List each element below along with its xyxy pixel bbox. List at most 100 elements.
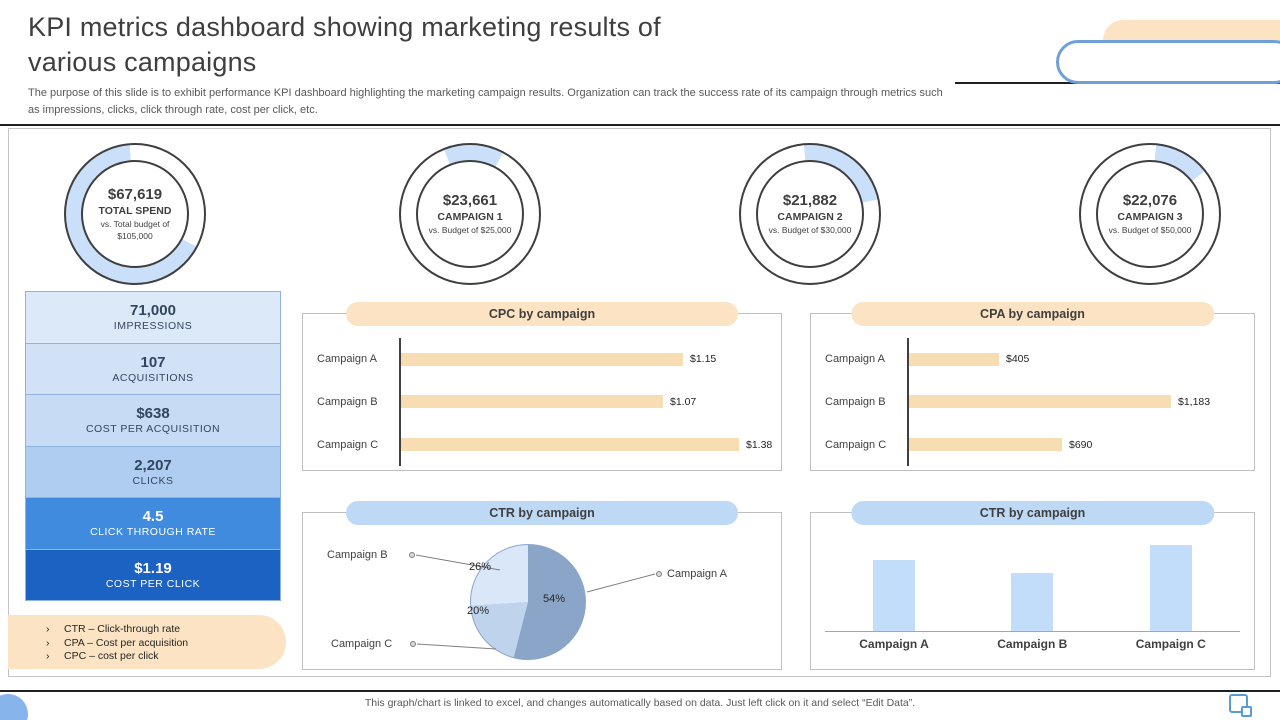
donut-center: $21,882 CAMPAIGN 2 vs. Budget of $30,000 xyxy=(756,160,864,268)
kpi-label: ACQUISITIONS xyxy=(112,371,194,384)
ctr-pie-chart-title: CTR by campaign xyxy=(346,501,738,525)
bar-value-label: $405 xyxy=(1006,353,1030,366)
cpa-plot: Campaign A Campaign B Campaign C $405 $1… xyxy=(819,338,1246,466)
bar-campaign-c xyxy=(1149,545,1192,631)
ctr-bar-plot xyxy=(825,543,1240,632)
kpi-impressions[interactable]: 71,000 IMPRESSIONS xyxy=(25,291,281,344)
category-label: Campaign B xyxy=(825,395,886,408)
kpi-stack: 71,000 IMPRESSIONS 107 ACQUISITIONS $638… xyxy=(25,291,281,601)
cpc-chart[interactable]: CPC by campaign Campaign A Campaign B Ca… xyxy=(302,302,782,471)
bar-campaign-b xyxy=(1011,573,1054,631)
bar-value-label: $1.38 xyxy=(746,438,773,451)
donut-center: $67,619 TOTAL SPEND vs. Total budget of … xyxy=(81,160,189,268)
donut-title: CAMPAIGN 2 xyxy=(777,210,843,223)
category-label: Campaign A xyxy=(859,637,929,651)
category-label: Campaign C xyxy=(317,438,379,451)
donut-center: $23,661 CAMPAIGN 1 vs. Budget of $25,000 xyxy=(416,160,524,268)
donut-value: $23,661 xyxy=(442,191,498,209)
bar-value-label: $1.15 xyxy=(690,353,717,366)
kpi-value: $638 xyxy=(136,405,170,423)
donut-value: $67,619 xyxy=(107,186,163,204)
ctr-bar-chart[interactable]: CTR by campaign Campaign A Campaign B Ca… xyxy=(810,501,1255,670)
category-label: Campaign B xyxy=(997,637,1068,651)
kpi-value: 107 xyxy=(140,353,166,371)
donut-campaign-2[interactable]: $21,882 CAMPAIGN 2 vs. Budget of $30,000 xyxy=(739,143,881,285)
bar-campaign-a xyxy=(909,352,999,366)
donut-title: TOTAL SPEND xyxy=(98,205,172,218)
decorative-blue-pill xyxy=(1056,40,1280,84)
kpi-clicks[interactable]: 2,207 CLICKS xyxy=(25,445,281,498)
cpc-chart-title: CPC by campaign xyxy=(346,302,738,326)
kpi-label: CLICKS xyxy=(132,474,174,487)
page-description: The purpose of this slide is to exhibit … xyxy=(28,87,943,116)
legend-text: CPC – cost per click xyxy=(64,650,159,662)
donut-subtitle: vs. Budget of $50,000 xyxy=(1108,224,1192,235)
donut-subtitle: vs. Budget of $25,000 xyxy=(428,224,512,235)
footer-divider xyxy=(0,690,1280,692)
pie-label-campaign-a: Campaign A xyxy=(667,568,727,580)
donut-title: CAMPAIGN 1 xyxy=(437,210,503,223)
kpi-value: $1.19 xyxy=(134,559,172,577)
category-label: Campaign C xyxy=(1135,637,1206,651)
cpc-categories: Campaign A Campaign B Campaign C xyxy=(311,338,399,466)
pie-pct-campaign-b: 26% xyxy=(469,561,492,573)
legend-item-ctr: › CTR – Click-through rate xyxy=(46,623,286,637)
category-label: Campaign C xyxy=(825,438,887,451)
bar-campaign-a xyxy=(401,352,683,366)
bar-value-label: $690 xyxy=(1069,438,1093,451)
bullet-icon: › xyxy=(46,623,50,635)
donut-title: CAMPAIGN 3 xyxy=(1117,210,1183,223)
abbreviation-legend: › CTR – Click-through rate › CPA – Cost … xyxy=(8,615,286,669)
bar-campaign-c xyxy=(401,438,739,452)
bar-value-label: $1,183 xyxy=(1178,395,1211,408)
donut-subtitle: vs. Budget of $30,000 xyxy=(768,224,852,235)
kpi-label: COST PER ACQUISITION xyxy=(85,423,221,436)
donut-value: $21,882 xyxy=(782,191,838,209)
bar-campaign-a xyxy=(873,560,916,631)
bar-campaign-b xyxy=(909,395,1171,409)
ctr-bar-chart-title: CTR by campaign xyxy=(850,501,1215,525)
cpc-plot: Campaign A Campaign B Campaign C $1.15 $… xyxy=(311,338,773,466)
legend-item-cpa: › CPA – Cost per acquisition xyxy=(46,637,286,651)
legend-text: CTR – Click-through rate xyxy=(64,623,181,635)
legend-text: CPA – Cost per acquisition xyxy=(64,636,189,649)
pie-pct-campaign-c: 20% xyxy=(467,605,490,617)
ctr-bar-labels: Campaign A Campaign B Campaign C xyxy=(825,637,1240,651)
donut-total-spend[interactable]: $67,619 TOTAL SPEND vs. Total budget of … xyxy=(64,143,206,285)
cpa-chart[interactable]: CPA by campaign Campaign A Campaign B Ca… xyxy=(810,302,1255,471)
page-title: KPI metrics dashboard showing marketing … xyxy=(28,12,661,78)
donut-campaign-1[interactable]: $23,661 CAMPAIGN 1 vs. Budget of $25,000 xyxy=(399,143,541,285)
donut-campaign-3[interactable]: $22,076 CAMPAIGN 3 vs. Budget of $50,000 xyxy=(1079,143,1221,285)
legend-item-cpc: › CPC – cost per click xyxy=(46,650,286,664)
bar-campaign-c xyxy=(909,438,1062,452)
kpi-acquisitions[interactable]: 107 ACQUISITIONS xyxy=(25,342,281,395)
kpi-click-through-rate[interactable]: 4.5 CLICK THROUGH RATE xyxy=(25,497,281,550)
kpi-cost-per-acquisition[interactable]: $638 COST PER ACQUISITION xyxy=(25,394,281,447)
bullet-icon: › xyxy=(46,650,50,662)
cpa-categories: Campaign A Campaign B Campaign C xyxy=(819,338,907,466)
kpi-cost-per-click[interactable]: $1.19 COST PER CLICK xyxy=(25,548,281,601)
kpi-label: CLICK THROUGH RATE xyxy=(90,526,216,539)
pie-label-campaign-c: Campaign C xyxy=(331,638,393,650)
kpi-label: IMPRESSIONS xyxy=(113,320,193,333)
category-label: Campaign B xyxy=(317,395,378,408)
category-label: Campaign A xyxy=(825,353,885,366)
category-label: Campaign A xyxy=(317,353,377,366)
kpi-value: 4.5 xyxy=(142,508,164,526)
donut-subtitle: vs. Total budget of $105,000 xyxy=(100,219,170,241)
pie-label-campaign-b: Campaign B xyxy=(327,549,388,561)
header-divider xyxy=(0,124,1280,126)
bullet-icon: › xyxy=(46,636,50,649)
kpi-value: 2,207 xyxy=(134,456,172,474)
edit-data-icon[interactable] xyxy=(1229,694,1252,717)
footer-note: This graph/chart is linked to excel, and… xyxy=(364,697,916,709)
donut-value: $22,076 xyxy=(1122,191,1178,209)
cpa-bars: $405 $1,183 $690 xyxy=(907,338,1246,466)
ctr-pie-chart[interactable]: CTR by campaign Campaign B Campaign A Ca… xyxy=(302,501,782,670)
donut-center: $22,076 CAMPAIGN 3 vs. Budget of $50,000 xyxy=(1096,160,1204,268)
kpi-label: COST PER CLICK xyxy=(105,577,201,590)
cpa-chart-title: CPA by campaign xyxy=(850,302,1215,326)
cpc-bars: $1.15 $1.07 $1.38 xyxy=(399,338,773,466)
edit-data-icon-inner xyxy=(1241,706,1252,717)
